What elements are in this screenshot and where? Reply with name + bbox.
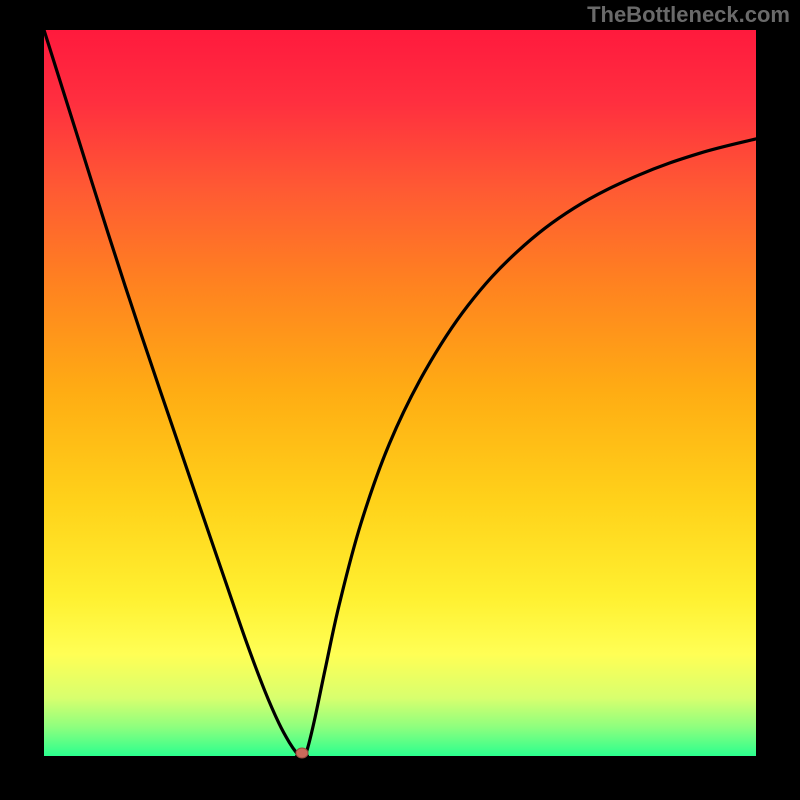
plot-area bbox=[44, 30, 756, 756]
minimum-marker bbox=[295, 748, 308, 759]
watermark-text: TheBottleneck.com bbox=[587, 2, 790, 28]
gradient-background bbox=[44, 30, 756, 756]
chart-container: TheBottleneck.com bbox=[0, 0, 800, 800]
